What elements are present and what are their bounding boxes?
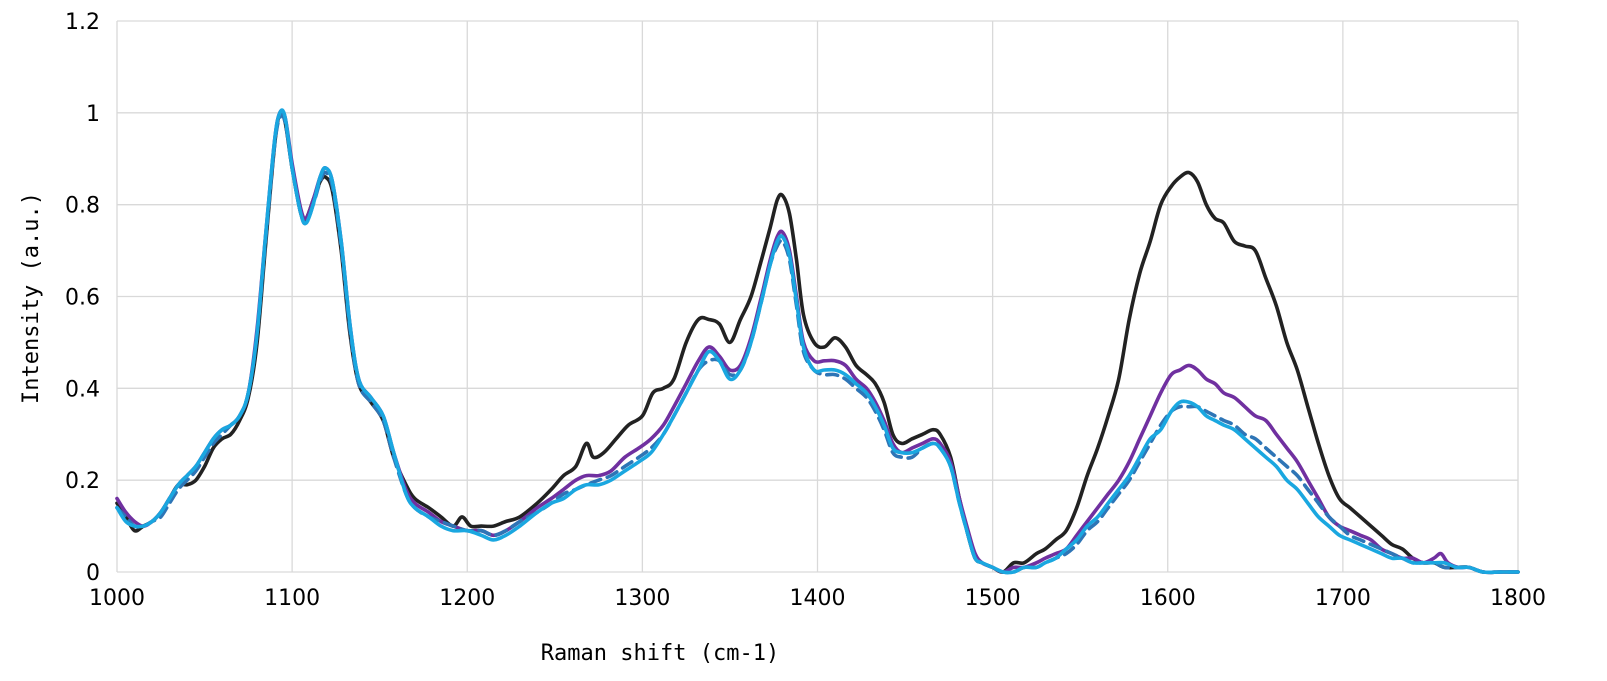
x-tick-label: 1600	[1140, 586, 1196, 611]
x-axis-label: Raman shift (cm-1)	[541, 641, 779, 666]
y-axis-label: Intensity (a.u.)	[19, 192, 44, 404]
x-tick-label: 1700	[1315, 586, 1371, 611]
x-tick-label: 1000	[89, 586, 145, 611]
series-line-4	[115, 108, 1520, 575]
series-layer	[115, 108, 1520, 575]
y-tick-label: 0.2	[65, 469, 100, 494]
y-tick-label: 1	[86, 102, 100, 127]
y-tick-label: 0.6	[65, 286, 100, 311]
x-axis-ticks: 1000 1100 1200 1300 1400 1500 1600 1700 1800	[89, 586, 1546, 611]
y-tick-label: 0.8	[65, 194, 100, 219]
y-tick-label: 1.2	[65, 10, 100, 35]
y-tick-label: 0	[86, 561, 100, 586]
x-tick-label: 1300	[614, 586, 670, 611]
x-tick-label: 1500	[965, 586, 1021, 611]
x-tick-label: 1400	[790, 586, 846, 611]
y-tick-label: 0.4	[65, 377, 100, 402]
grid	[116, 20, 1519, 573]
x-tick-label: 1100	[264, 586, 320, 611]
x-tick-label: 1200	[439, 586, 495, 611]
y-axis-ticks: 0 0.2 0.4 0.6 0.8 1 1.2	[65, 10, 100, 586]
x-tick-label: 1800	[1490, 586, 1546, 611]
